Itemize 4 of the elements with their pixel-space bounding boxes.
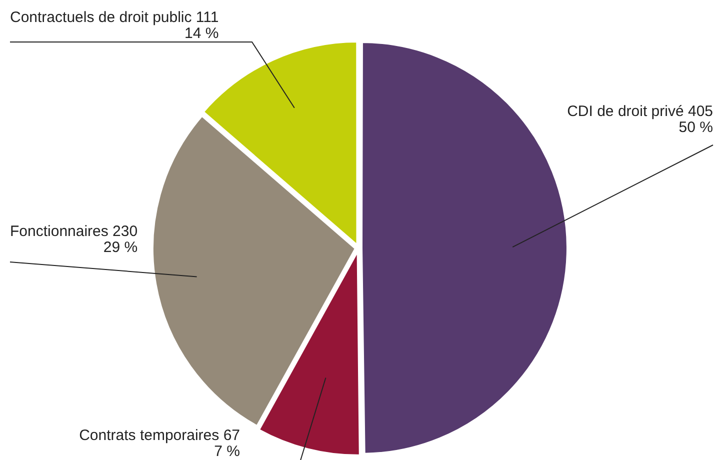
- slice-label: Fonctionnaires 230 29 %: [10, 223, 138, 256]
- slice-label: CDI de droit privé 405 50 %: [567, 103, 713, 136]
- slice-label: Contrats temporaires 67 7 %: [79, 427, 240, 460]
- slice-label: Contractuels de droit public 111 14 %: [10, 9, 219, 42]
